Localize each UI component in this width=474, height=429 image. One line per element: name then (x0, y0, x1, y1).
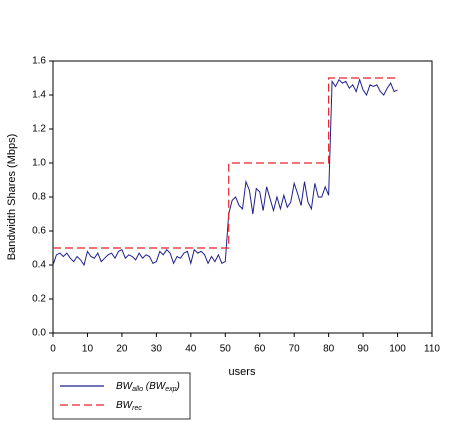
x-tick-label: 100 (389, 344, 406, 355)
x-tick-label: 10 (82, 344, 94, 355)
legend-label: BWrec (116, 400, 142, 413)
plot-frame (52, 60, 433, 334)
x-tick-label: 110 (424, 344, 440, 355)
y-tick-label: 1.2 (32, 124, 46, 135)
legend-box (52, 372, 191, 420)
y-tick-label: 1.6 (32, 56, 46, 67)
y-tick-label: 1.4 (32, 90, 46, 101)
x-tick-label: 60 (254, 344, 266, 355)
x-tick-label: 80 (323, 344, 335, 355)
series-line (53, 77, 398, 249)
y-tick-label: 0.8 (32, 192, 46, 203)
y-tick-label: 0.6 (32, 226, 46, 237)
y-tick-label: 0.2 (32, 294, 46, 305)
y-tick-label: 0.0 (32, 328, 46, 339)
x-tick-label: 90 (358, 344, 370, 355)
legend-label: BWallo (BWexp) (116, 381, 180, 394)
y-tick-label: 0.4 (32, 260, 46, 271)
y-tick-label: 1.0 (32, 158, 46, 169)
y-axis-label: Bandwidth Shares (Mbps) (6, 134, 18, 261)
x-tick-label: 70 (289, 344, 301, 355)
series-line (52, 78, 398, 267)
x-tick-label: 40 (185, 344, 197, 355)
x-tick-label: 50 (220, 344, 232, 355)
x-tick-label: 0 (50, 344, 56, 355)
x-tick-label: 30 (151, 344, 163, 355)
x-tick-label: 20 (116, 344, 128, 355)
x-axis-label: users (229, 366, 256, 378)
